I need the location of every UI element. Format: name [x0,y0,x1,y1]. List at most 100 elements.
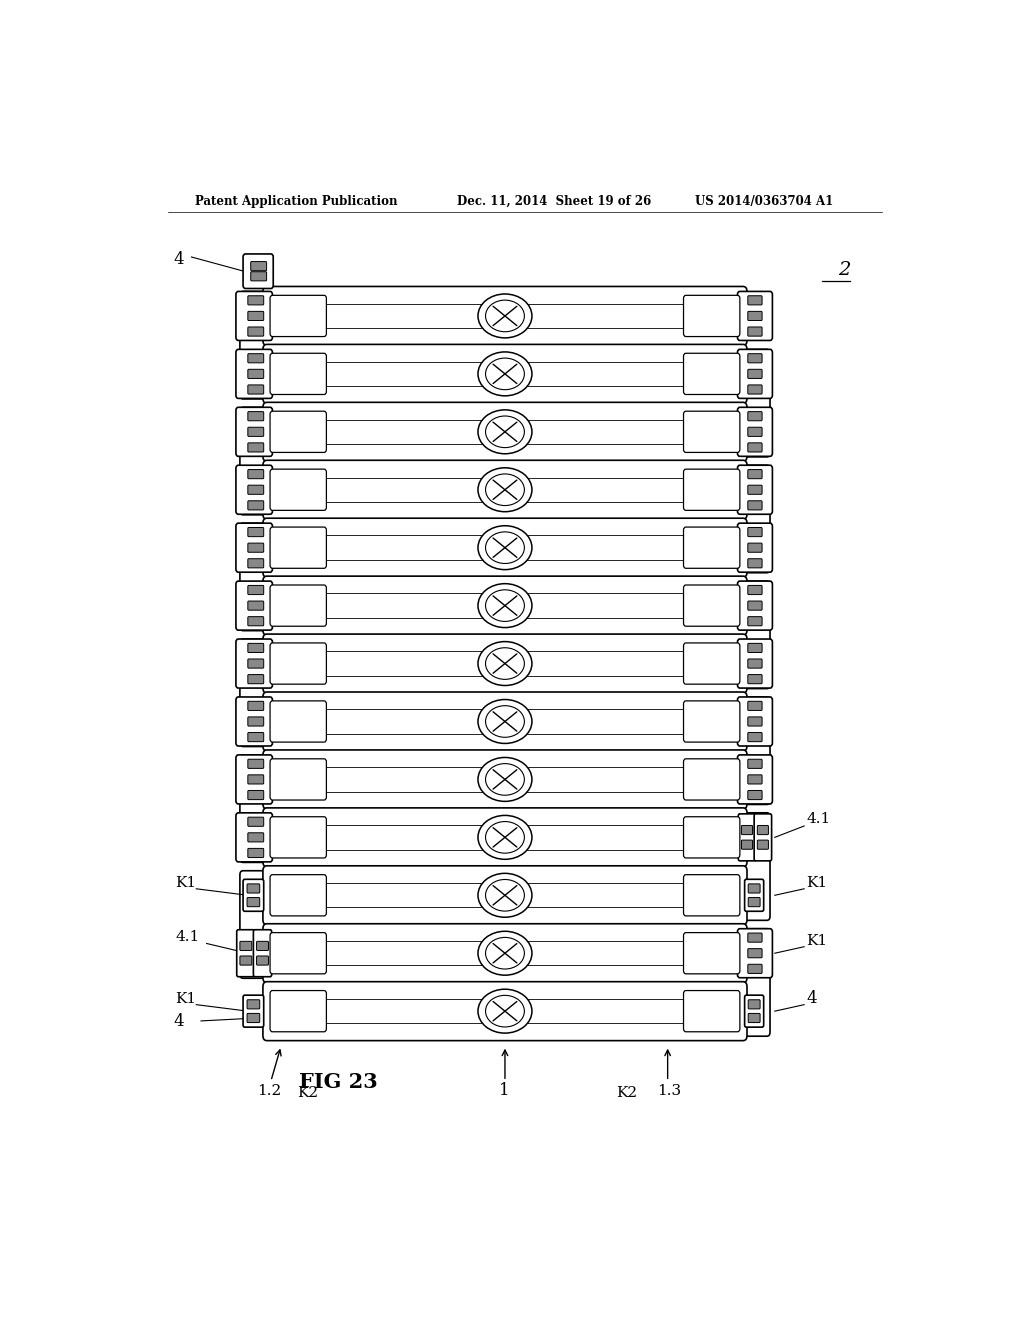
Text: Patent Application Publication: Patent Application Publication [196,194,398,207]
FancyBboxPatch shape [240,523,268,631]
FancyBboxPatch shape [270,990,327,1032]
FancyBboxPatch shape [748,558,762,568]
Text: Dec. 11, 2014  Sheet 19 of 26: Dec. 11, 2014 Sheet 19 of 26 [458,194,651,207]
FancyBboxPatch shape [263,750,748,809]
FancyBboxPatch shape [741,825,753,834]
FancyBboxPatch shape [263,345,748,404]
FancyBboxPatch shape [248,327,264,337]
FancyBboxPatch shape [684,412,740,453]
FancyBboxPatch shape [737,465,772,515]
FancyBboxPatch shape [243,253,273,289]
Ellipse shape [478,525,531,570]
FancyBboxPatch shape [248,643,264,652]
Ellipse shape [478,352,531,396]
FancyBboxPatch shape [236,697,272,746]
FancyBboxPatch shape [248,385,264,395]
Text: 4.1: 4.1 [807,812,830,826]
Text: 2: 2 [839,261,851,280]
FancyBboxPatch shape [749,884,760,894]
Ellipse shape [478,409,531,454]
Text: 1.2: 1.2 [257,1084,282,1097]
FancyBboxPatch shape [754,814,772,861]
FancyBboxPatch shape [270,469,327,511]
FancyBboxPatch shape [749,898,760,907]
Ellipse shape [485,995,524,1027]
Text: 4: 4 [173,1012,184,1030]
FancyBboxPatch shape [236,523,272,572]
FancyBboxPatch shape [248,791,264,800]
FancyBboxPatch shape [270,296,327,337]
FancyBboxPatch shape [240,755,268,862]
FancyBboxPatch shape [236,755,272,804]
FancyBboxPatch shape [248,817,264,826]
Ellipse shape [485,358,524,389]
FancyBboxPatch shape [240,871,268,978]
Ellipse shape [485,300,524,331]
Ellipse shape [478,932,531,975]
FancyBboxPatch shape [243,879,264,911]
FancyBboxPatch shape [248,500,264,510]
FancyBboxPatch shape [236,408,272,457]
FancyBboxPatch shape [684,817,740,858]
FancyBboxPatch shape [248,558,264,568]
FancyBboxPatch shape [240,292,268,399]
FancyBboxPatch shape [684,875,740,916]
FancyBboxPatch shape [748,500,762,510]
FancyBboxPatch shape [737,639,772,688]
Text: 4: 4 [807,990,817,1007]
FancyBboxPatch shape [748,327,762,337]
FancyBboxPatch shape [748,296,762,305]
FancyBboxPatch shape [270,527,327,569]
FancyBboxPatch shape [248,601,264,610]
Ellipse shape [485,821,524,853]
FancyBboxPatch shape [748,370,762,379]
FancyBboxPatch shape [248,428,264,437]
FancyBboxPatch shape [263,286,748,346]
FancyBboxPatch shape [743,465,770,573]
FancyBboxPatch shape [248,659,264,668]
FancyBboxPatch shape [236,350,272,399]
FancyBboxPatch shape [737,697,772,746]
Ellipse shape [485,763,524,795]
FancyBboxPatch shape [237,929,255,977]
FancyBboxPatch shape [236,813,272,862]
Ellipse shape [485,532,524,564]
FancyBboxPatch shape [240,639,268,747]
FancyBboxPatch shape [248,528,264,537]
Ellipse shape [478,467,531,512]
FancyBboxPatch shape [758,825,768,834]
Ellipse shape [478,816,531,859]
FancyBboxPatch shape [748,412,762,421]
FancyBboxPatch shape [263,576,748,635]
FancyBboxPatch shape [248,486,264,494]
FancyBboxPatch shape [248,586,264,594]
FancyBboxPatch shape [737,581,772,630]
FancyBboxPatch shape [748,701,762,710]
FancyBboxPatch shape [270,875,327,916]
FancyBboxPatch shape [251,261,266,271]
FancyBboxPatch shape [263,403,748,461]
FancyBboxPatch shape [748,791,762,800]
FancyBboxPatch shape [247,1014,260,1023]
FancyBboxPatch shape [743,581,770,689]
Ellipse shape [478,583,531,627]
FancyBboxPatch shape [243,995,264,1027]
FancyBboxPatch shape [270,585,327,626]
FancyBboxPatch shape [240,941,252,950]
FancyBboxPatch shape [748,470,762,479]
Ellipse shape [478,989,531,1034]
Ellipse shape [485,648,524,680]
FancyBboxPatch shape [236,292,272,341]
FancyBboxPatch shape [236,465,272,515]
FancyBboxPatch shape [748,759,762,768]
FancyBboxPatch shape [748,486,762,494]
FancyBboxPatch shape [743,929,770,1036]
Text: K2: K2 [616,1085,637,1100]
FancyBboxPatch shape [748,543,762,552]
FancyBboxPatch shape [248,775,264,784]
Text: 4: 4 [173,251,184,268]
Ellipse shape [485,879,524,911]
FancyBboxPatch shape [270,701,327,742]
FancyBboxPatch shape [263,982,748,1040]
FancyBboxPatch shape [684,354,740,395]
